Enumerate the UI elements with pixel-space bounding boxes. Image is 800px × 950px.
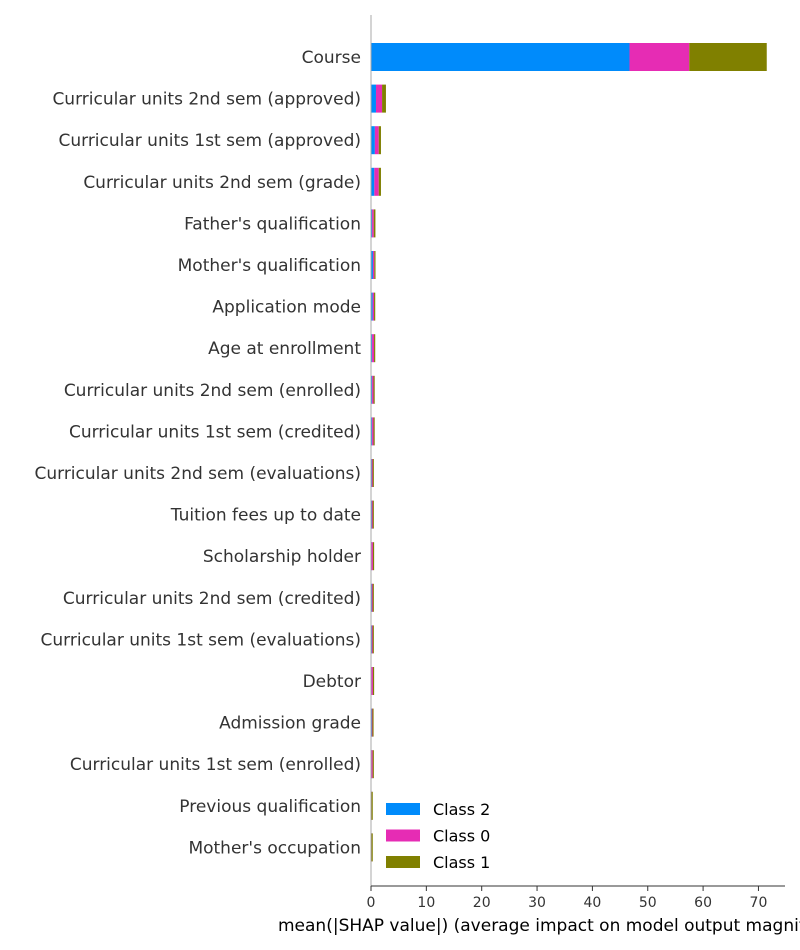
bar-4-series-2 (374, 167, 379, 196)
bar-10-series-2 (372, 417, 374, 446)
feature-label: Mother's qualification (178, 256, 361, 276)
bar-15-series-2 (371, 625, 374, 654)
x-ticks-group: 0 10 20 30 40 50 60 70 (367, 886, 768, 911)
bar-17-series-3 (372, 708, 374, 737)
feature-label: Tuition fees up to date (170, 506, 361, 526)
bar-14-series-3 (372, 583, 374, 612)
legend-label-1: Class 2 (433, 800, 490, 819)
feature-label: Curricular units 1st sem (evaluations) (41, 630, 361, 650)
legend-swatch-2 (386, 829, 420, 842)
bar-13-series-2 (371, 542, 373, 571)
x-axis-title: mean(|SHAP value|) (average impact on mo… (278, 916, 800, 936)
bar-8-series-1 (371, 334, 373, 363)
bar-3-series-1 (371, 126, 375, 155)
bar-11-series-1 (371, 459, 373, 487)
bar-5-series-1 (371, 209, 373, 238)
bar-11-series-3 (372, 459, 374, 487)
feature-label: Curricular units 2nd sem (enrolled) (64, 381, 361, 401)
x-tick-label: 30 (528, 895, 546, 911)
legend-swatch-1 (386, 803, 420, 815)
feature-label: Debtor (303, 672, 361, 692)
bar-20-series-3 (371, 833, 373, 862)
bar-16-series-3 (372, 667, 375, 695)
bar-14-series-1 (371, 583, 373, 612)
bar-7-series-1 (371, 292, 373, 321)
x-tick-label: 70 (750, 895, 768, 911)
bar-14-series-2 (371, 583, 374, 612)
feature-label: Mother's occupation (188, 838, 361, 858)
x-tick-label: 40 (583, 895, 601, 911)
feature-label: Scholarship holder (203, 547, 361, 567)
feature-label: Curricular units 1st sem (enrolled) (70, 755, 361, 775)
bar-13-series-3 (372, 542, 375, 571)
bar-9-series-3 (373, 375, 375, 404)
legend-label-2: Class 0 (433, 827, 490, 846)
feature-label: Curricular units 2nd sem (approved) (52, 90, 361, 110)
feature-label: Course (302, 48, 361, 68)
x-tick-label: 60 (694, 895, 712, 911)
feature-label: Curricular units 1st sem (approved) (58, 131, 361, 151)
x-tick-label: 10 (417, 895, 435, 911)
legend-swatch-3 (386, 856, 420, 868)
bar-12-series-2 (371, 500, 374, 529)
feature-label: Application mode (212, 298, 361, 318)
bar-7-series-3 (374, 292, 376, 321)
bar-12-series-3 (372, 500, 374, 529)
feature-label: Curricular units 2nd sem (evaluations) (34, 464, 361, 484)
feature-label: Father's qualification (184, 214, 361, 234)
feature-label: Age at enrollment (208, 339, 361, 359)
bar-1-series-2 (629, 43, 690, 71)
bar-15-series-3 (372, 625, 374, 654)
x-tick-label: 20 (473, 895, 491, 911)
bar-17-series-1 (371, 708, 373, 737)
x-tick-label: 0 (367, 895, 376, 911)
feature-label: Curricular units 1st sem (credited) (69, 422, 361, 442)
feature-label: Curricular units 2nd sem (credited) (63, 589, 361, 609)
bar-8-series-3 (374, 334, 376, 363)
bar-16-series-2 (371, 667, 373, 695)
bar-18-series-3 (372, 750, 374, 779)
bar-12-series-1 (371, 500, 373, 529)
bar-6-series-2 (372, 251, 375, 279)
feature-label: Admission grade (219, 714, 361, 734)
bar-10-series-1 (371, 417, 373, 446)
bar-4-series-1 (371, 167, 375, 196)
bar-3-series-2 (374, 126, 379, 155)
x-tick-label: 50 (639, 895, 657, 911)
bar-5-series-3 (373, 209, 376, 238)
bar-6-series-1 (371, 251, 373, 279)
bar-10-series-3 (373, 417, 375, 446)
bar-1-series-1 (371, 43, 630, 71)
legend-label-3: Class 1 (433, 853, 490, 872)
bar-6-series-3 (374, 251, 376, 279)
bar-2-series-1 (371, 84, 376, 113)
bar-7-series-2 (372, 292, 375, 321)
bars-group (371, 43, 767, 862)
bar-3-series-3 (378, 126, 381, 155)
bar-4-series-3 (378, 167, 381, 196)
bar-1-series-3 (689, 43, 767, 71)
bar-8-series-2 (372, 334, 375, 363)
feature-label: Previous qualification (179, 797, 361, 817)
bar-19-series-3 (371, 791, 373, 820)
bar-9-series-1 (371, 375, 373, 404)
bar-11-series-2 (371, 459, 374, 487)
bar-18-series-2 (371, 750, 373, 779)
bar-5-series-2 (372, 209, 374, 238)
bar-2-series-3 (382, 84, 386, 113)
legend: Class 2 Class 0 Class 1 (386, 800, 490, 872)
feature-label: Curricular units 2nd sem (grade) (83, 173, 361, 193)
bar-2-series-2 (375, 84, 383, 113)
feature-labels-group: Course Curricular units 2nd sem (approved… (34, 48, 361, 858)
bar-15-series-1 (371, 625, 373, 654)
bar-9-series-2 (372, 375, 374, 404)
